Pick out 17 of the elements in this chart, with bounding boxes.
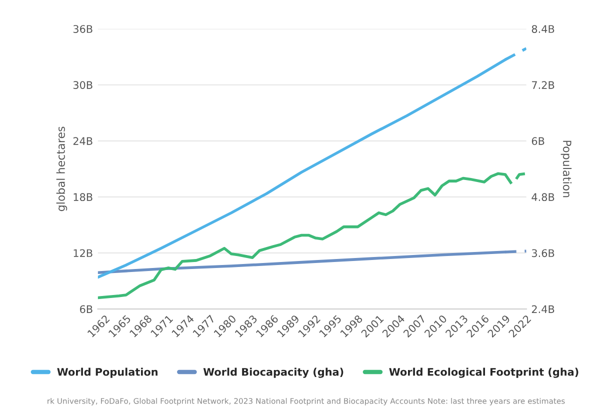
y2-tick-label: 3.6B xyxy=(532,249,554,258)
y2-tick-label: 8.4B xyxy=(532,25,554,33)
y-tick-label: 36B xyxy=(73,25,92,33)
y2-tick-label: 2.4B xyxy=(532,305,554,313)
y-tick-label: 6B xyxy=(80,305,92,314)
legend-label: World Population xyxy=(57,368,158,378)
y-tick-label: 12B xyxy=(74,249,92,257)
y2-tick-label: 4.8B xyxy=(532,193,554,202)
legend-label: World Ecological Footprint (gha) xyxy=(389,368,578,378)
y-tick-label: 30B xyxy=(73,81,92,89)
y2-tick-label: 7.2B xyxy=(532,81,554,89)
y-axis-title: global hectares xyxy=(56,126,68,212)
y2-tick-label: 6B xyxy=(532,137,544,146)
y-tick-label: 24B xyxy=(73,137,92,145)
y-tick-label: 18B xyxy=(74,193,92,202)
y2-axis-title: Population xyxy=(560,140,572,198)
legend-label: World Biocapacity (gha) xyxy=(203,368,344,378)
